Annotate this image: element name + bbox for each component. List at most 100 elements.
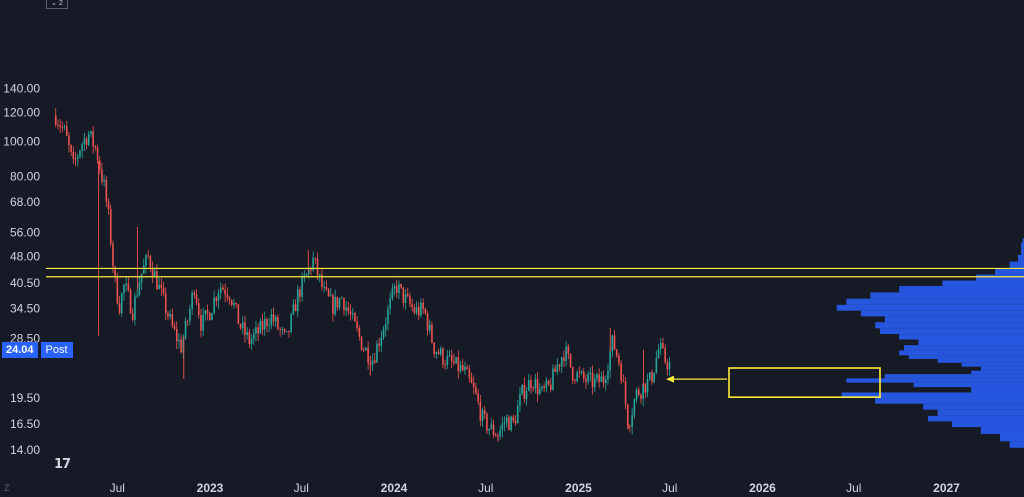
candle-body [310,268,312,271]
time-axis[interactable]: Jul 2023 Jul 2024 Jul 2025 Jul 2026 Jul 2027 [110,481,961,495]
candle-body [433,342,435,354]
last-price-value: 24.04 [2,342,38,358]
candle-body [76,156,79,160]
candle-body [637,389,640,395]
session-label: Post [40,342,73,358]
candle-body [538,388,541,395]
candle-body [90,131,92,134]
candle-body [409,295,411,305]
candle-body [120,293,123,314]
candle-body [292,304,295,314]
candle-body [343,298,345,311]
volume-profile-bar [860,310,1024,317]
candle-body [404,294,407,303]
candle-body [494,434,497,437]
tradingview-logo[interactable]: 17 [54,457,71,472]
candle-body [552,368,554,390]
candle-body [266,319,268,327]
candle-body [314,257,317,259]
candle-body [565,346,567,362]
candle-body [215,297,218,301]
candle-body [323,286,325,288]
candle-body [248,331,251,345]
volume-profile-bar [904,345,1024,351]
volume-profile-bar [1021,242,1024,255]
candle-body [193,292,196,295]
volume-profile-bar [875,322,1024,329]
candle-body [277,317,279,329]
candle-body [184,320,187,339]
candle-body [611,335,614,352]
candle-body [461,365,464,371]
candle-body [475,387,477,394]
candle-body [257,327,259,334]
price-axis[interactable]: 140.00 120.00 100.00 80.00 68.00 56.00 48.00 40… [3,81,40,457]
candle-body [233,303,235,305]
candle-body [63,126,66,128]
candle-body [191,292,193,309]
candle-body [239,324,242,329]
candle-body [290,313,292,332]
x-tick-label: Jul [478,481,493,495]
candle-body [112,243,114,267]
candle-body [387,308,389,324]
candle-body [618,355,620,364]
candle-body [186,320,189,322]
candle-body [246,331,248,336]
annotation-layer[interactable] [666,367,881,398]
candle-body [338,298,341,308]
candle-body [354,313,356,322]
candle-body [648,372,651,380]
candle-body [567,346,570,354]
y-tick-label: 68.00 [10,195,40,209]
y-tick-label: 28.50 [10,331,40,345]
x-tick-label: Jul [294,481,309,495]
volume-profile-bar [971,387,1024,393]
candle-body [508,417,510,431]
volume-profile-bar [942,280,1024,286]
candle-body [250,338,253,345]
candle-body [666,362,669,370]
candle-body [222,287,224,290]
candle-body [558,364,561,367]
candle-body [464,367,466,371]
candle-body [98,160,101,170]
candle-body [477,393,479,402]
candle-body [272,314,275,322]
resistance-lines[interactable] [46,267,1024,278]
candle-body [413,307,416,313]
candle-body [149,256,152,268]
candle-body [85,138,88,146]
candle-body [664,347,666,363]
candle-body [510,416,512,431]
candle-body [114,266,116,276]
candle-body [365,347,367,351]
candle-body [571,367,574,381]
volume-profile-bar [980,366,1024,371]
candle-body [633,399,636,416]
highlight-box[interactable] [728,367,881,398]
candle-body [334,296,336,314]
candle-body [560,357,563,367]
timezone-icon[interactable]: Z [4,483,10,493]
volume-profile-bar [884,316,1024,323]
y-tick-label: 19.50 [10,391,40,405]
candle-body [437,352,440,355]
candle-body [217,292,220,301]
candle-body [301,276,303,297]
candle-body [530,379,532,389]
candle-body [274,317,277,322]
candle-body [140,273,143,283]
candle-body [151,267,154,278]
candle-body [607,370,609,380]
candle-body [116,275,119,304]
candle-body [519,393,521,406]
candle-body [417,306,420,316]
candle-body [629,426,631,428]
expand-icon[interactable]: ⌄ 2 [46,0,68,9]
candle-body [376,343,378,363]
candle-body [472,382,475,388]
candle-body [288,330,290,332]
candle-body [305,273,308,276]
